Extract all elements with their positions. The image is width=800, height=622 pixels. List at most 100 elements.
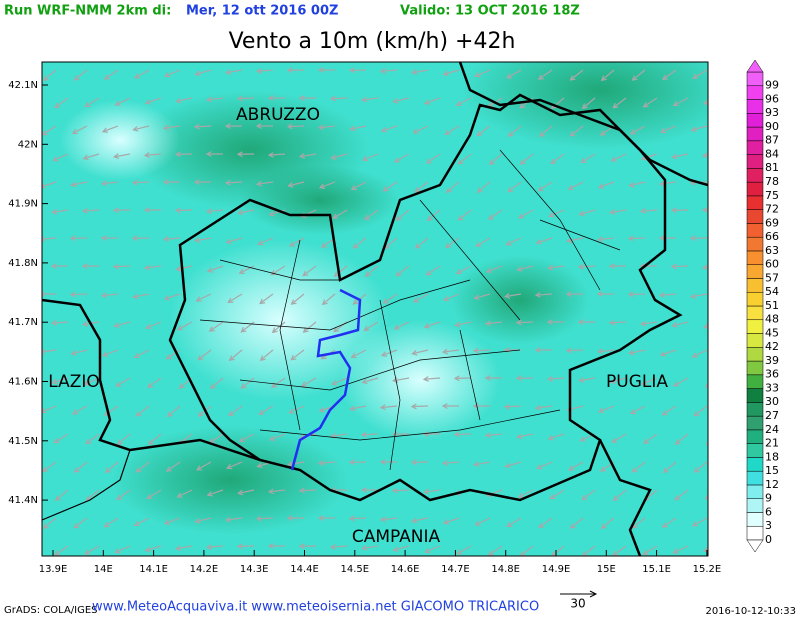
colorbar-label: 24 <box>765 423 779 436</box>
lon-label: 14.4E <box>290 564 319 575</box>
colorbar-cell <box>747 306 763 320</box>
arrow-shaft <box>288 126 304 127</box>
colorbar-label: 90 <box>765 120 779 133</box>
arrow-shaft <box>331 98 347 99</box>
arrow-shaft <box>114 266 130 267</box>
colorbar-cell <box>747 251 763 265</box>
site-credits: www.MeteoAcquaviva.it www.meteoisernia.n… <box>92 600 539 615</box>
map-area: ABRUZZO LAZIO PUGLIA CAMPANIA <box>40 30 740 556</box>
wind-field <box>450 255 590 345</box>
colorbar-cell <box>747 389 763 403</box>
colorbar-label: 96 <box>765 92 779 105</box>
colorbar-cap <box>747 540 763 552</box>
arrow-shaft <box>610 322 626 323</box>
arrow-shaft <box>300 490 316 491</box>
colorbar-cell <box>747 471 763 485</box>
colorbar-cell <box>747 72 763 86</box>
lon-label: 14.5E <box>341 564 370 575</box>
colorbar-cell <box>747 416 763 430</box>
wind-field <box>240 165 400 235</box>
colorbar-cell <box>747 113 763 127</box>
colorbar-cell <box>747 210 763 224</box>
lon-label: 15E <box>597 564 616 575</box>
wind-field <box>60 100 180 180</box>
colorbar-label: 9 <box>765 492 772 505</box>
colorbar-cell <box>747 444 763 458</box>
colorbar-cell <box>747 347 763 361</box>
lon-label: 13.9E <box>39 564 68 575</box>
lon-label: 14.7E <box>441 564 470 575</box>
arrow-shaft <box>350 518 366 519</box>
colorbar-label: 18 <box>765 450 779 463</box>
colorbar-label: 45 <box>765 326 779 339</box>
colorbar-label: 0 <box>765 533 772 546</box>
colorbar-label: 99 <box>765 79 779 92</box>
colorbar-cell <box>747 526 763 540</box>
region-label: LAZIO <box>48 372 100 392</box>
colorbar-cell <box>747 320 763 334</box>
lon-label: 14E <box>94 564 113 575</box>
colorbar-cell <box>747 182 763 196</box>
run-label: Run WRF-NMM 2km di: <box>4 4 171 19</box>
colorbar-label: 84 <box>765 147 779 160</box>
colorbar-label: 48 <box>765 313 779 326</box>
colorbar-label: 3 <box>765 519 772 532</box>
colorbar-label: 21 <box>765 437 779 450</box>
wind-field <box>340 320 500 440</box>
colorbar-cell <box>747 141 763 155</box>
wind-arrow <box>703 208 719 213</box>
region-label: CAMPANIA <box>352 527 441 547</box>
arrow-shaft <box>474 350 490 351</box>
colorbar-label: 93 <box>765 106 779 119</box>
colorbar: 0369121518212427303336394245485154576063… <box>747 60 779 552</box>
lon-label: 15.2E <box>693 564 722 575</box>
grads-credit: GrADS: COLA/IGES <box>4 605 98 616</box>
colorbar-label: 15 <box>765 464 779 477</box>
colorbar-label: 42 <box>765 340 779 353</box>
colorbar-cell <box>747 430 763 444</box>
colorbar-cell <box>747 499 763 513</box>
colorbar-cell <box>747 223 763 237</box>
colorbar-cell <box>747 100 763 114</box>
colorbar-label: 36 <box>765 368 779 381</box>
lon-label: 14.3E <box>240 564 269 575</box>
colorbar-label: 39 <box>765 354 779 367</box>
lat-label: 41.6N <box>8 377 38 388</box>
arrow-shaft <box>672 266 688 267</box>
colorbar-cell <box>747 155 763 169</box>
lat-label: 41.8N <box>8 258 38 269</box>
wind-arrow <box>707 434 719 444</box>
colorbar-label: 27 <box>765 409 779 422</box>
colorbar-cap <box>747 60 763 72</box>
wind-arrow <box>703 265 719 270</box>
lon-label: 14.6E <box>391 564 420 575</box>
wind-arrow <box>703 153 719 158</box>
colorbar-label: 6 <box>765 505 772 518</box>
lon-label: 14.8E <box>491 564 520 575</box>
colorbar-label: 60 <box>765 258 779 271</box>
colorbar-label: 12 <box>765 478 779 491</box>
arrow-shaft <box>707 434 719 444</box>
arrow-shaft <box>133 182 149 183</box>
lon-label: 14.2E <box>190 564 219 575</box>
colorbar-label: 66 <box>765 230 779 243</box>
colorbar-cell <box>747 485 763 499</box>
colorbar-label: 30 <box>765 395 779 408</box>
colorbar-cell <box>747 375 763 389</box>
run-date: Mer, 12 ott 2016 00Z <box>186 4 338 19</box>
arrow-shaft <box>71 294 87 295</box>
reference-vector-label: 30 <box>570 597 585 611</box>
colorbar-label: 75 <box>765 189 779 202</box>
timestamp: 2016-10-12-10:33 <box>705 606 796 617</box>
lat-label: 41.5N <box>8 436 38 447</box>
lon-label: 14.9E <box>542 564 571 575</box>
colorbar-cell <box>747 196 763 210</box>
colorbar-label: 57 <box>765 271 779 284</box>
lat-label: 42.1N <box>8 80 38 91</box>
map-title: Vento a 10m (km/h) +42h <box>229 29 516 54</box>
colorbar-cell <box>747 292 763 306</box>
colorbar-cell <box>747 402 763 416</box>
colorbar-label: 33 <box>765 381 779 394</box>
colorbar-label: 51 <box>765 299 779 312</box>
colorbar-label: 81 <box>765 161 779 174</box>
